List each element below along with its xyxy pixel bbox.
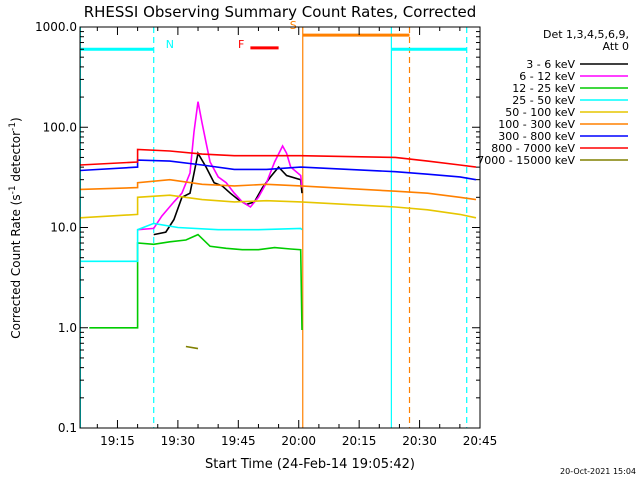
x-tick-label: 20:00: [281, 434, 316, 448]
flag-label-n: N: [166, 38, 174, 51]
legend-label: 800 - 7000 keV: [491, 142, 575, 155]
x-axis: 19:15 19:30 19:45 20:00 20:15 20:30 20:45: [96, 27, 498, 448]
legend-header-line-2: Att 0: [603, 40, 629, 53]
y-tick-label: 0.1: [58, 421, 77, 435]
x-tick-label: 20:15: [342, 434, 377, 448]
series-line-3: [89, 233, 303, 331]
chart-title: RHESSI Observing Summary Count Rates, Co…: [84, 3, 477, 21]
y-axis-label: Corrected Count Rate (s-1 detector-1): [8, 117, 23, 338]
series-line-8: [79, 148, 477, 168]
x-tick-label: 20:45: [463, 434, 498, 448]
legend-label: 300 - 800 keV: [498, 130, 575, 143]
series-line-4: [80, 222, 303, 263]
legend-header-line-1: Det 1,3,4,5,6,9,: [543, 28, 629, 41]
timestamp: 20-Oct-2021 15:04: [560, 467, 636, 476]
x-tick-label: 20:30: [402, 434, 437, 448]
flag-label-s: S: [290, 19, 297, 32]
legend-label: 7000 - 15000 keV: [477, 154, 575, 167]
x-tick-label: 19:45: [221, 434, 256, 448]
legend-label: 12 - 25 keV: [512, 82, 575, 95]
y-tick-label: 1.0: [58, 321, 77, 335]
series-line-2: [137, 101, 303, 231]
series-lines: [79, 101, 477, 350]
y-axis: 0.1 1.0 10.0 100.0 1000.0: [35, 20, 480, 435]
series-line-6: [79, 178, 477, 201]
legend-label: 100 - 300 keV: [498, 118, 575, 131]
y-tick-label: 10.0: [50, 221, 77, 235]
x-tick-label: 19:15: [100, 434, 135, 448]
x-axis-label: Start Time (24-Feb-14 19:05:42): [205, 457, 415, 472]
legend-label: 6 - 12 keV: [519, 70, 575, 83]
legend-label: 3 - 6 keV: [526, 58, 575, 71]
y-tick-label: 100.0: [43, 120, 77, 134]
legend-label: 25 - 50 keV: [512, 94, 575, 107]
flag-label-f: F: [238, 38, 244, 51]
legend-label: 50 - 100 keV: [505, 106, 575, 119]
series-line-9: [185, 345, 199, 350]
flag-bars: N F S: [80, 19, 467, 51]
y-tick-label: 1000.0: [35, 20, 77, 34]
series-line-5: [79, 194, 477, 219]
x-tick-label: 19:30: [161, 434, 196, 448]
